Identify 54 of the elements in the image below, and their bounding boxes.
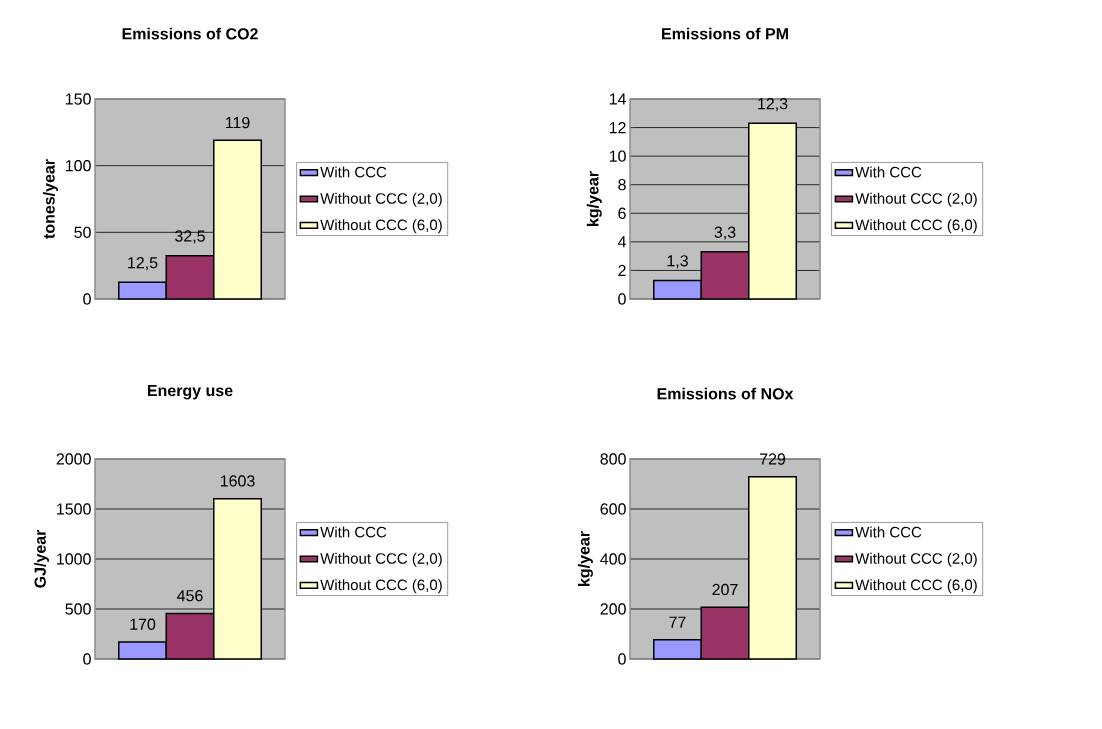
y-tick-label: 0 (618, 653, 626, 665)
legend-label: Without CCC (6,0) (320, 579, 442, 594)
chart-title: Emissions of NOx (657, 387, 794, 400)
data-label: 77 (669, 616, 686, 628)
data-label: 119 (225, 116, 250, 129)
y-tick-label: 100 (66, 160, 91, 172)
legend-label: Without CCC (2,0) (320, 552, 442, 567)
legend-label: With CCC (855, 166, 922, 178)
data-label: 32,5 (175, 230, 205, 244)
y-axis-title: tones/year (43, 159, 58, 239)
y-axis-title: GJ/year (34, 529, 50, 588)
y-tick-label: 1000 (57, 553, 91, 565)
legend-label: Without CCC (2,0) (320, 192, 442, 207)
legend-label: With CCC (320, 166, 387, 178)
data-label: 729 (759, 453, 786, 465)
data-label: 207 (712, 583, 738, 596)
data-label: 3,3 (714, 226, 736, 240)
data-label: 12,3 (758, 97, 788, 112)
y-tick-label: 14 (609, 93, 626, 105)
data-label: 12,5 (128, 257, 158, 271)
chart-title: Emissions of CO2 (122, 27, 258, 40)
y-tick-label: 2 (618, 264, 626, 277)
legend-label: With CCC (855, 526, 922, 538)
y-axis-title: kg/year (586, 171, 602, 226)
chart-title: Energy use (147, 385, 233, 400)
y-axis-title: kg/year (577, 531, 593, 586)
y-tick-label: 400 (600, 553, 626, 565)
y-tick-label: 6 (618, 207, 626, 219)
y-tick-label: 150 (66, 93, 91, 105)
legend-label: Without CCC (2,0) (855, 192, 977, 207)
y-tick-label: 500 (65, 603, 91, 615)
y-tick-label: 800 (600, 453, 626, 465)
data-label: 456 (177, 589, 203, 602)
data-label: 170 (130, 618, 156, 630)
y-tick-label: 12 (609, 121, 626, 134)
y-tick-label: 8 (618, 179, 626, 191)
y-tick-label: 0 (83, 293, 91, 305)
y-tick-label: 10 (609, 150, 626, 162)
chart-title: Emissions of PM (662, 27, 788, 40)
legend-label: Without CCC (6,0) (855, 219, 977, 234)
y-tick-label: 0 (618, 293, 626, 305)
legend-label: Without CCC (2,0) (855, 552, 977, 567)
y-tick-label: 1500 (57, 503, 91, 515)
y-tick-label: 2000 (56, 453, 91, 465)
legend-label: Without CCC (6,0) (855, 579, 977, 594)
y-tick-label: 200 (600, 603, 626, 615)
y-tick-label: 600 (600, 503, 626, 515)
y-tick-label: 0 (83, 653, 91, 665)
legend-label: With CCC (320, 526, 387, 538)
data-label: 1,3 (667, 255, 688, 269)
y-tick-label: 4 (617, 236, 626, 248)
legend-label: Without CCC (6,0) (320, 219, 442, 234)
y-tick-label: 50 (74, 226, 91, 238)
data-label: 1603 (220, 475, 255, 487)
